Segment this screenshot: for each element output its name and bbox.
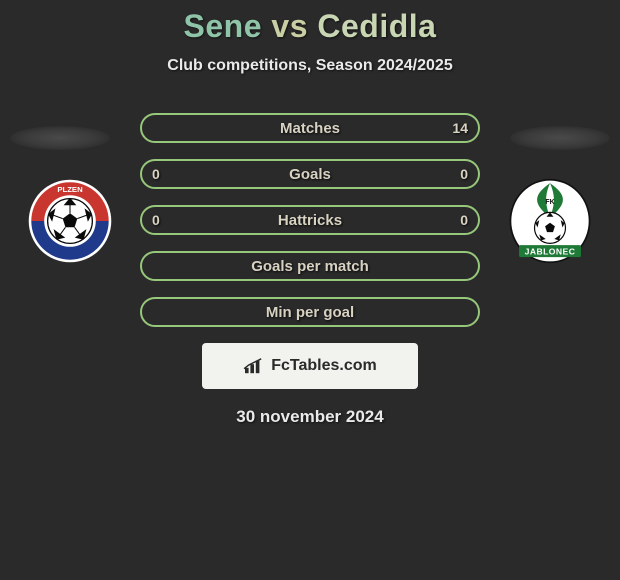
plzen-crest-icon: PLZEN bbox=[20, 178, 120, 264]
club-badge-right: FK JABLONEC bbox=[500, 178, 600, 264]
jablonec-crest-icon: FK JABLONEC bbox=[500, 178, 600, 264]
subtitle: Club competitions, Season 2024/2025 bbox=[0, 57, 620, 75]
stat-right-value: 0 bbox=[460, 166, 468, 182]
watermark-text: FcTables.com bbox=[271, 357, 377, 375]
svg-text:FK: FK bbox=[545, 199, 554, 206]
page-title: Sene vs Cedidla bbox=[0, 8, 620, 45]
stat-label: Goals bbox=[289, 166, 331, 183]
vs-label: vs bbox=[271, 8, 308, 44]
date-label: 30 november 2024 bbox=[0, 407, 620, 427]
stat-label: Goals per match bbox=[251, 258, 369, 275]
badge-shadow-right bbox=[510, 126, 610, 150]
watermark: FcTables.com bbox=[202, 343, 418, 389]
player2-name: Cedidla bbox=[317, 8, 436, 44]
badge-shadow-left bbox=[10, 126, 110, 150]
stat-right-value: 14 bbox=[452, 120, 468, 136]
player1-name: Sene bbox=[184, 8, 262, 44]
stat-left-value: 0 bbox=[152, 166, 160, 182]
comparison-card: Sene vs Cedidla Club competitions, Seaso… bbox=[0, 0, 620, 427]
stat-row-goals-per-match: Goals per match bbox=[140, 251, 480, 281]
stat-row-hattricks: 0 Hattricks 0 bbox=[140, 205, 480, 235]
stat-label: Hattricks bbox=[278, 212, 342, 229]
stat-label: Matches bbox=[280, 120, 340, 137]
stat-row-goals: 0 Goals 0 bbox=[140, 159, 480, 189]
svg-text:JABLONEC: JABLONEC bbox=[525, 247, 576, 257]
club-badge-left: PLZEN bbox=[20, 178, 120, 264]
stat-right-value: 0 bbox=[460, 212, 468, 228]
stat-row-matches: Matches 14 bbox=[140, 113, 480, 143]
svg-text:PLZEN: PLZEN bbox=[57, 185, 83, 194]
stats-table: Matches 14 0 Goals 0 0 Hattricks 0 Goals… bbox=[140, 113, 480, 327]
stat-row-min-per-goal: Min per goal bbox=[140, 297, 480, 327]
stat-left-value: 0 bbox=[152, 212, 160, 228]
stat-label: Min per goal bbox=[266, 304, 354, 321]
bar-chart-icon bbox=[243, 357, 265, 375]
